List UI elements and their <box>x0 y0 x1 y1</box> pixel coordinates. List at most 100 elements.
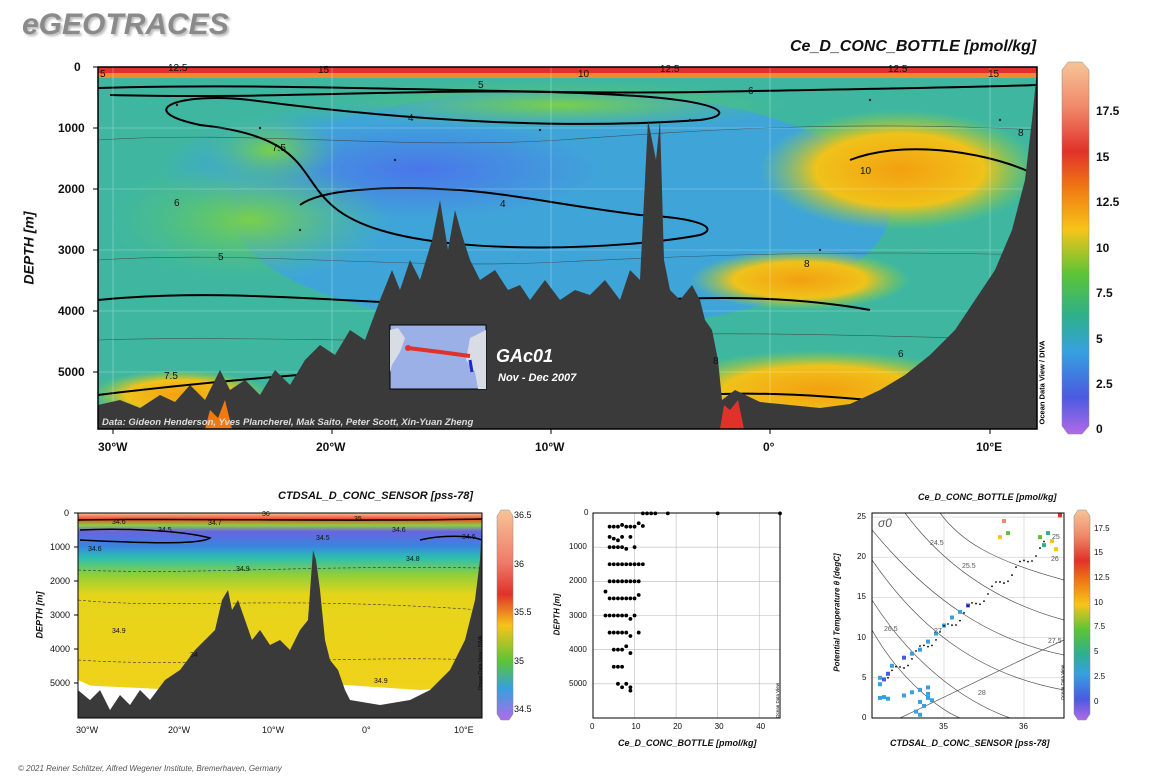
profile-data-point <box>636 593 641 597</box>
ts-xtick: 36 <box>1019 722 1028 731</box>
profile-data-point <box>616 681 620 686</box>
ts-trend-dot <box>967 604 969 607</box>
ts-data-point <box>878 682 882 687</box>
profile-data-point <box>616 613 620 618</box>
contour-label: 12.5 <box>660 64 680 75</box>
isopycnal-label: 26 <box>1051 556 1059 563</box>
brand-logo: eGEOTRACES <box>22 8 229 41</box>
sal-ytick: 2000 <box>50 576 71 586</box>
ts-trend-dot <box>1003 582 1005 584</box>
sal-contour-label: 34.6 <box>88 546 102 553</box>
cruise-id: GAc01 <box>496 346 554 366</box>
profile-data-point <box>628 634 633 638</box>
ts-trend-dot <box>919 645 921 647</box>
profile-ytick: 4000 <box>569 644 587 654</box>
sal-contour-label: 34.6 <box>392 527 406 534</box>
profile-data-point <box>620 685 624 690</box>
ts-data-point <box>1046 531 1050 536</box>
ts-trend-dot <box>927 645 929 648</box>
ts-data-point <box>1006 531 1010 536</box>
contour-label: 8 <box>1018 128 1024 139</box>
left-section-title: CTDSAL_D_CONC_SENSOR [pss-78] <box>278 490 473 502</box>
isopycnal-label: 28 <box>978 690 986 697</box>
profile-data-point <box>620 523 624 527</box>
profile-data-point <box>636 521 641 526</box>
profile-data-point <box>603 589 608 594</box>
sal-contour-label: 36 <box>262 511 270 518</box>
profile-data-point <box>620 579 624 584</box>
main-xtick: 20°W <box>316 440 346 454</box>
profile-xtick: 30 <box>714 722 724 731</box>
sal-ytick: 5000 <box>50 678 71 688</box>
ts-trend-dot <box>911 657 913 660</box>
ts-trend-dot <box>1027 560 1029 563</box>
ts-xlabel: CTDSAL_D_CONC_SENSOR [pss-78] <box>890 738 1050 748</box>
profile-xtick: 20 <box>673 722 683 731</box>
ts-trend-dot <box>1023 559 1025 562</box>
contour-label: 8 <box>804 259 810 270</box>
profile-data-point <box>611 562 616 567</box>
profile-xtick: 10 <box>631 722 641 731</box>
profile-data-point <box>628 562 633 567</box>
ts-trend-dot <box>1007 580 1009 583</box>
contour-label: 7.5 <box>164 371 178 382</box>
ts-data-point <box>886 671 890 676</box>
sal-contour-label: 34.5 <box>316 535 330 542</box>
contour-label: 5 <box>478 80 484 91</box>
profile-data-point <box>624 524 629 529</box>
ts-data-point <box>882 677 886 682</box>
profile-xtick: 0 <box>590 722 595 731</box>
main-ytick: 1000 <box>58 121 85 135</box>
profile-data-point <box>611 613 616 618</box>
ts-trend-dot <box>991 585 993 588</box>
contour-label: 15 <box>318 65 330 76</box>
profile-data-point <box>628 596 633 601</box>
ts-trend-dot <box>907 664 909 667</box>
sal-contour-label: 34.6 <box>112 519 126 526</box>
ts-ylabel: Potential Temperature θ [degC] <box>832 553 842 672</box>
ts-data-point <box>910 690 914 695</box>
main-section-title: Ce_D_CONC_BOTTLE [pmol/kg] <box>790 38 1037 55</box>
ts-data-point <box>1058 513 1062 518</box>
profile-data-point <box>616 579 620 584</box>
profile-ytick: 3000 <box>569 610 587 620</box>
sal-xtick: 30°W <box>76 725 99 735</box>
ts-trend-dot <box>951 624 953 627</box>
ts-trend-dot <box>935 638 937 641</box>
ts-cb-tick: 2.5 <box>1094 671 1106 681</box>
profile-data-point <box>611 647 616 652</box>
profile-ytick: 2000 <box>569 576 587 586</box>
ts-data-point <box>922 703 926 708</box>
profile-data-point <box>624 579 629 584</box>
main-cb-tick: 17.5 <box>1096 104 1120 118</box>
ts-data-point <box>1002 519 1006 524</box>
sal-contour-label: 34.9 <box>374 678 388 685</box>
profile-data-point <box>620 535 624 539</box>
ts-trend-dot <box>887 676 889 679</box>
isopycnal-lines <box>872 513 1064 718</box>
ts-data-point <box>878 695 882 700</box>
ts-data-point <box>930 698 934 703</box>
contour-label: 4 <box>500 199 506 210</box>
profile-data-point <box>607 535 612 539</box>
profile-data-point <box>632 596 637 601</box>
isopycnal-label: 25.5 <box>962 563 976 570</box>
ts-data-point <box>926 691 930 696</box>
main-ytick: 4000 <box>58 304 85 318</box>
ts-trend-dot <box>915 650 917 652</box>
ts-title: Ce_D_CONC_BOTTLE [pmol/kg] <box>918 492 1057 502</box>
profile-data-point <box>624 546 629 551</box>
ts-cb-tick: 5 <box>1094 647 1099 657</box>
ts-trend-dot <box>1011 574 1013 576</box>
profile-ytick: 1000 <box>569 542 587 552</box>
data-credits: Data: Gideon Henderson, Yves Plancherel,… <box>102 417 474 428</box>
ts-trend-dot <box>963 612 965 614</box>
ts-trend-dot <box>1031 560 1033 562</box>
profile-data-point <box>616 538 620 543</box>
ts-data-point <box>918 712 922 717</box>
profile-data-point <box>607 524 612 529</box>
contour-label: 15 <box>988 69 1000 80</box>
profile-data-point <box>628 579 633 584</box>
ts-data-point <box>926 639 930 644</box>
profile-data-point <box>632 579 637 584</box>
